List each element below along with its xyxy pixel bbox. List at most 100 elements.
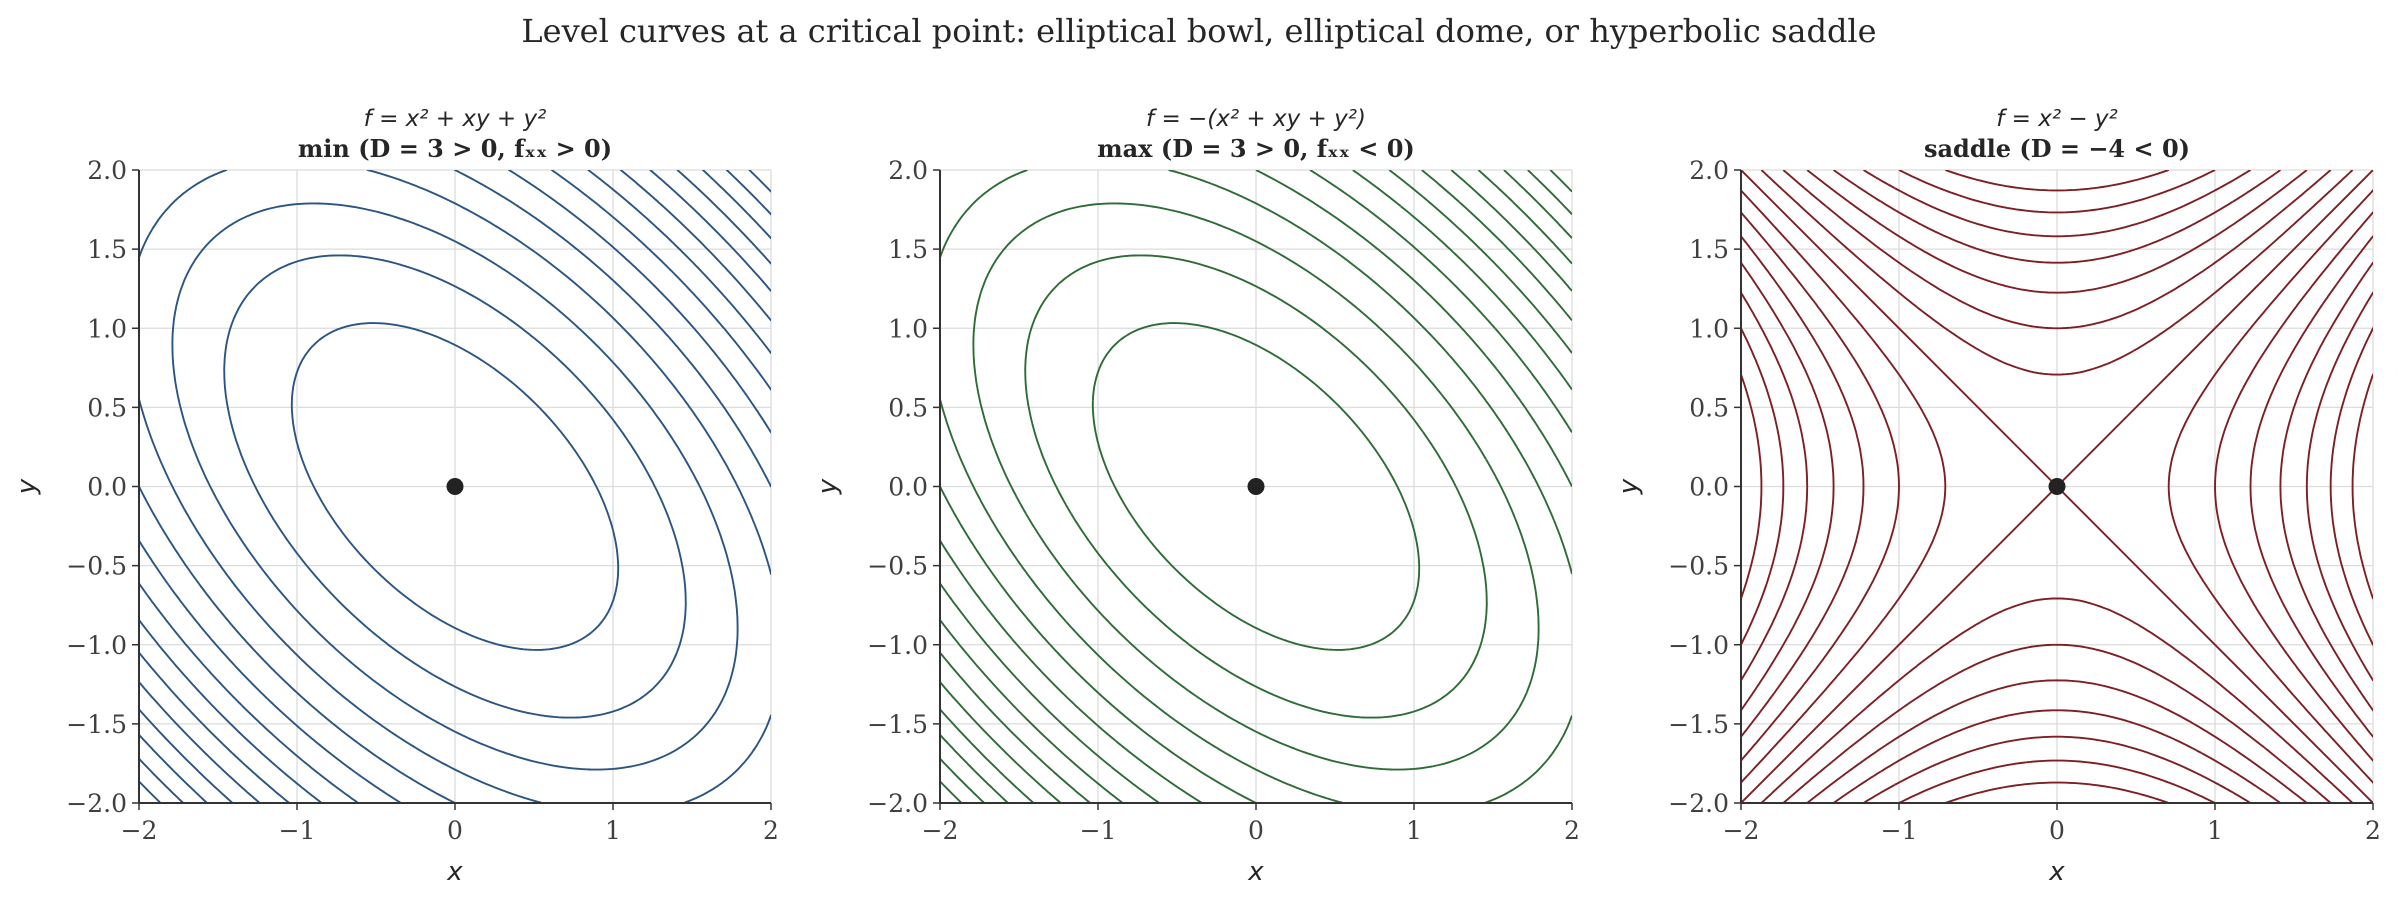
panels: −2 −1 0 1 2 −2.0 −1.5 −1.0 −0.5 0.0 0.5 1.0 1.5 2.0 x y… [12,106,2381,887]
contour-level [940,170,1572,803]
contour-level [1091,322,1421,651]
contour-level [1741,327,2373,646]
y-axis-label: y [12,478,42,495]
y-tick-label: −2.0 [66,789,127,818]
y-tick-label: 2.0 [1689,156,1729,185]
x-tick-label: −2 [121,816,158,845]
contour-level [139,170,771,803]
panel-title-formula: f = x² + xy + y² [364,106,547,132]
panel-title-formula: f = −(x² + xy + y²) [1146,106,1366,132]
contour-level [940,170,1572,803]
contour-level [223,254,687,719]
contour-level [139,170,771,803]
y-tick-label: 0.5 [1689,393,1729,422]
x-tick-label: 2 [1564,816,1580,845]
y-tick-label: −1.0 [1668,631,1729,660]
y-tick-label: 1.5 [1689,235,1729,264]
contour-level [1782,170,2332,803]
x-axis-label: x [446,857,463,887]
panel-1: −2 −1 0 1 2 −2.0 −1.5 −1.0 −0.5 0.0 0.5 1.0 1.5 2.0 x y… [12,106,779,887]
y-axis-label: y [1614,478,1644,495]
contour-level [290,322,620,651]
x-tick-label: −1 [279,816,316,845]
contour-level [139,170,771,803]
panel-2: −2 −1 0 1 2 −2.0 −1.5 −1.0 −0.5 0.0 0.5 1.0 1.5 2.0 x y… [813,106,1580,887]
contour-level [940,170,1572,803]
y-tick-label: −1.5 [867,710,928,739]
contour-lines [1741,170,2373,803]
contour-level [940,170,1572,803]
y-tick-label: 0.0 [87,473,127,502]
contour-level [139,170,771,803]
x-tick-label: 2 [2365,816,2381,845]
panel-3: −2 −1 0 1 2 −2.0 −1.5 −1.0 −0.5 0.0 0.5 1.0 1.5 2.0 x y… [1614,106,2381,887]
panel-title-classification: max (D = 3 > 0, fₓₓ < 0) [1097,134,1415,163]
y-tick-label: −1.0 [66,631,127,660]
y-tick-label: 1.5 [888,235,928,264]
contour-level [940,170,1572,803]
contour-level [940,170,1572,803]
contour-level [1024,254,1488,719]
x-tick-label: −1 [1881,816,1918,845]
contour-level [139,170,771,803]
y-tick-label: −1.5 [1668,710,1729,739]
y-tick-label: 0.0 [1689,473,1729,502]
y-tick-label: 2.0 [888,156,928,185]
y-tick-label: −1.0 [867,631,928,660]
y-axis-label: y [813,478,843,495]
contour-level [1741,211,2373,762]
x-axis-label: x [2048,857,2065,887]
x-tick-label: 1 [2207,816,2223,845]
y-tick-label: 0.5 [888,393,928,422]
contour-level [940,170,1572,803]
y-tick-label: 1.0 [87,314,127,343]
panel-title-classification: saddle (D = −4 < 0) [1924,134,2190,163]
x-tick-label: 0 [447,816,463,845]
contour-level [139,170,771,803]
y-tick-label: −0.5 [1668,552,1729,581]
x-tick-label: 2 [763,816,779,845]
contour-level [1741,291,2373,682]
y-tick-label: −2.0 [1668,789,1729,818]
y-tick-label: −0.5 [66,552,127,581]
critical-point [446,478,464,495]
contour-level [139,170,771,803]
contour-level [940,170,1572,803]
critical-point [2048,478,2066,495]
y-tick-label: 1.0 [1689,314,1729,343]
figure-title: Level curves at a critical point: ellipt… [521,12,1876,50]
contour-level [940,170,1572,803]
contour-level [139,170,771,803]
contour-level [1898,170,2216,803]
y-tick-label: 0.0 [888,473,928,502]
y-tick-label: 1.5 [87,235,127,264]
panel-title-formula: f = x² − y² [1996,106,2118,132]
contour-level [1863,170,2251,803]
contour-lines [139,170,771,803]
y-tick-label: 2.0 [87,156,127,185]
contour-level [139,170,771,803]
contour-level [940,170,1572,803]
y-tick-label: −1.5 [66,710,127,739]
contour-level [139,170,771,803]
y-tick-label: 0.5 [87,393,127,422]
contour-level [940,170,1572,803]
contour-lines [940,170,1572,803]
x-tick-label: 1 [605,816,621,845]
contour-level [972,202,1540,771]
y-tick-label: −0.5 [867,552,928,581]
x-tick-label: 1 [1406,816,1422,845]
critical-point [1247,478,1265,495]
y-tick-label: −2.0 [867,789,928,818]
contour-level [139,170,771,803]
x-tick-label: 0 [2049,816,2065,845]
x-tick-label: −1 [1080,816,1117,845]
contour-level [171,202,739,771]
x-tick-label: −2 [1723,816,1760,845]
x-axis-label: x [1247,857,1264,887]
y-tick-label: 1.0 [888,314,928,343]
x-tick-label: 0 [1248,816,1264,845]
panel-title-classification: min (D = 3 > 0, fₓₓ > 0) [298,134,612,163]
x-tick-label: −2 [922,816,959,845]
